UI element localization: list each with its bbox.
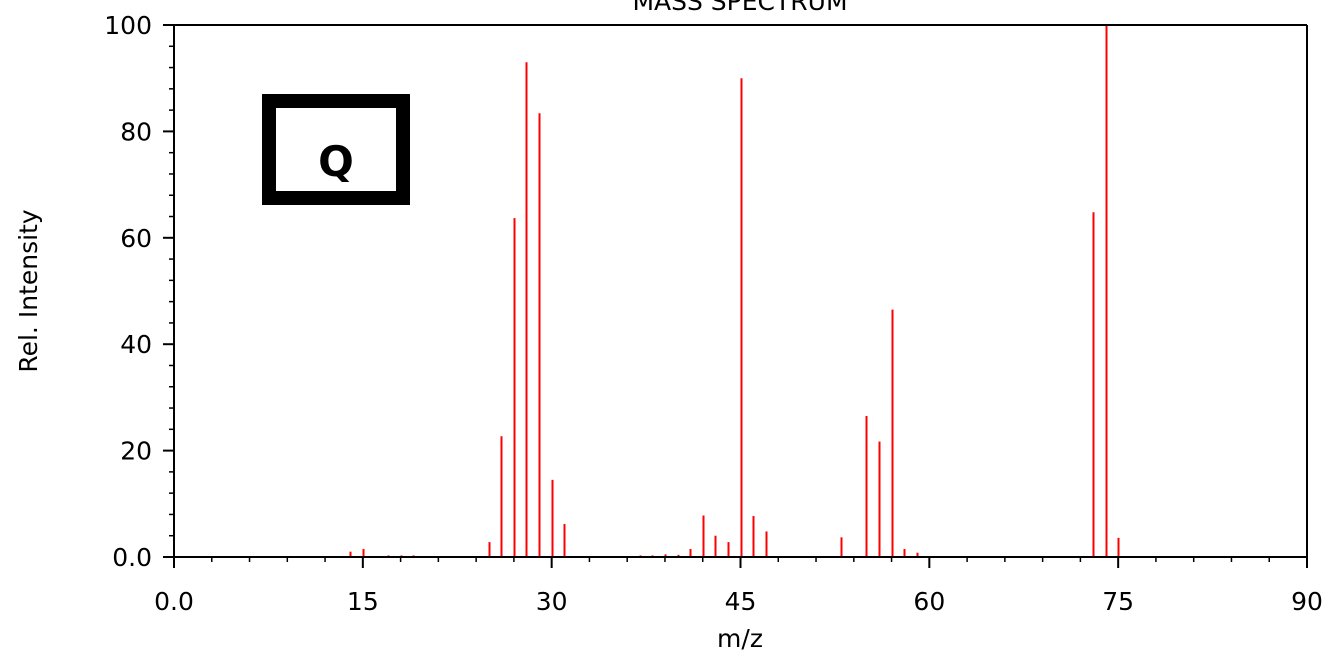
x-tick-label: 60: [913, 587, 945, 616]
ticks-layer: 0.0 15 30 45 60 75 90 0.0 20 40 60 80 100: [104, 11, 1323, 616]
y-tick-label: 80: [120, 117, 152, 146]
x-axis-title: m/z: [717, 624, 763, 653]
x-tick-label: 0.0: [154, 587, 194, 616]
y-axis-title: Rel. Intensity: [14, 209, 43, 372]
y-tick-label: 20: [120, 437, 152, 466]
y-tick-label: 100: [104, 11, 152, 40]
overlay-label: Q: [262, 94, 410, 205]
y-tick-label: 60: [120, 224, 152, 253]
overlay-label-box: [262, 94, 410, 205]
chart-title: MASS SPECTRUM: [632, 0, 847, 16]
x-tick-label: 45: [725, 587, 757, 616]
y-tick-label: 40: [120, 330, 152, 359]
x-tick-label: 30: [536, 587, 568, 616]
x-tick-label: 90: [1291, 587, 1323, 616]
y-tick-label: 0.0: [112, 543, 152, 572]
x-tick-label: 15: [347, 587, 379, 616]
overlay-label-text: Q: [318, 137, 354, 186]
x-tick-label: 75: [1102, 587, 1134, 616]
peaks-layer: [349, 25, 1120, 557]
